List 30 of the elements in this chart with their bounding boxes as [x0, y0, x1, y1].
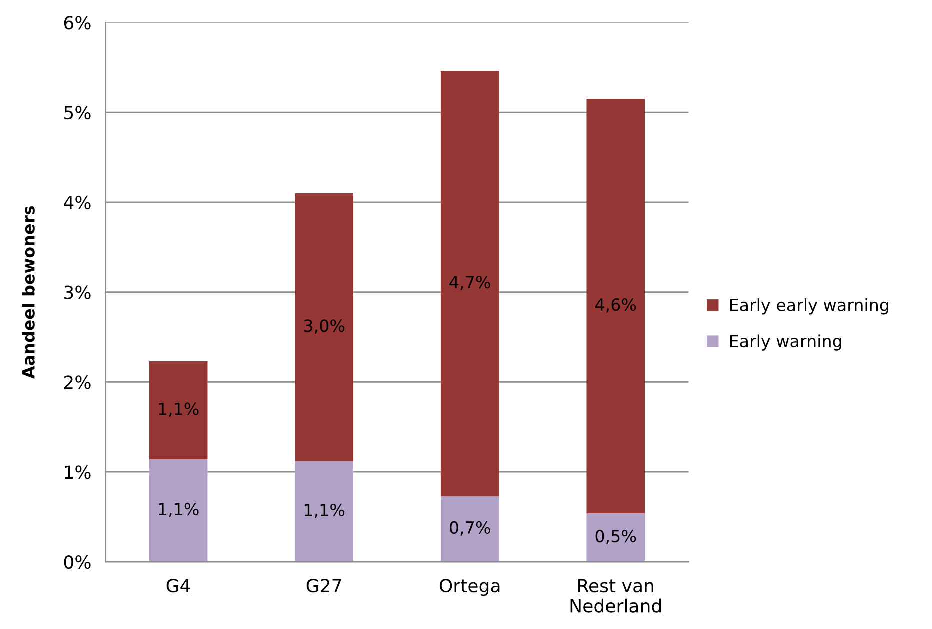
y-tick-label: 0% [64, 555, 91, 570]
data-label: 1,1% [159, 503, 199, 518]
data-label: 0,5% [596, 530, 636, 544]
x-tick-label: Ortega [440, 578, 500, 596]
y-axis-title: Aandeel bewoners [22, 206, 35, 379]
data-label: 4,7% [450, 276, 490, 290]
y-tick-label: 3% [64, 286, 91, 300]
x-tick-label: G27 [306, 578, 342, 593]
legend-label: Early early warning [730, 298, 888, 315]
bar [586, 513, 646, 562]
legend-label: Early warning [730, 334, 842, 351]
bar [440, 496, 500, 562]
y-tick-label: 2% [64, 376, 91, 390]
y-tick-label: 6% [64, 16, 91, 30]
bar [149, 362, 208, 460]
data-label: 1,1% [304, 504, 345, 518]
y-tick-label: 4% [64, 196, 91, 210]
bar [149, 460, 208, 562]
data-label: 1,1% [159, 402, 199, 418]
bar [586, 99, 646, 514]
y-tick-label: 1% [65, 466, 91, 480]
data-label: 3,0% [304, 320, 345, 334]
y-tick-label: 5% [64, 106, 91, 120]
bar [295, 193, 354, 462]
data-label: 4,6% [596, 298, 636, 313]
x-tick-label: G4 [166, 578, 190, 593]
bar [440, 71, 500, 496]
bar [295, 461, 354, 562]
data-label: 0,7% [450, 521, 490, 536]
x-tick-label: Rest van Nederland [570, 579, 662, 613]
